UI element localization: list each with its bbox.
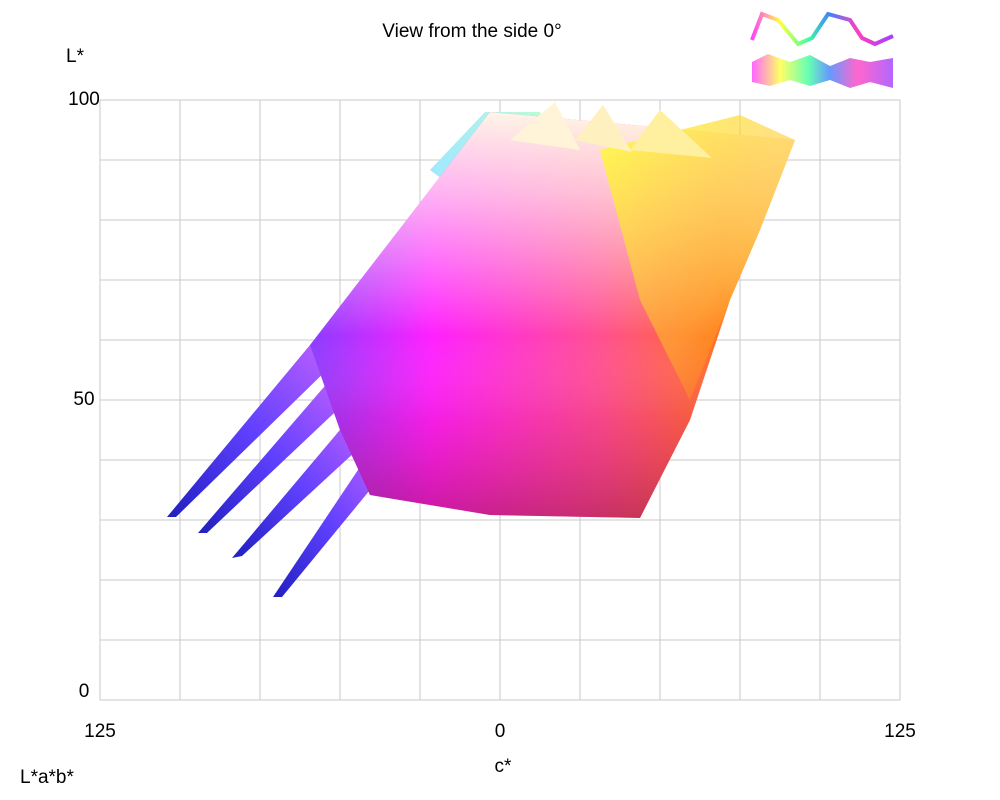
cloud-yellow bbox=[600, 115, 795, 400]
y-tick-label: 0 bbox=[79, 681, 90, 702]
x-tick-label: 0 bbox=[495, 721, 506, 742]
footer-label: L*a*b* bbox=[20, 767, 74, 788]
fin bbox=[232, 418, 368, 558]
chart-title: View from the side 0° bbox=[382, 21, 561, 42]
cloud-peak bbox=[575, 105, 632, 152]
thumbnail-line bbox=[750, 11, 894, 47]
x-tick-label: 125 bbox=[884, 721, 916, 742]
fin bbox=[198, 380, 350, 533]
gamut-cloud bbox=[167, 102, 795, 597]
x-axis-label: c* bbox=[495, 756, 513, 777]
cloud-peak bbox=[630, 110, 712, 158]
thumbnail-area bbox=[752, 54, 893, 88]
fin bbox=[273, 452, 388, 597]
y-axis-label: L* bbox=[66, 46, 85, 67]
fin bbox=[167, 345, 335, 517]
y-tick-label: 50 bbox=[73, 389, 94, 410]
cloud-peak bbox=[510, 102, 580, 150]
thumbnails bbox=[750, 11, 894, 88]
y-tick-label: 100 bbox=[68, 89, 100, 110]
x-tick-label: 125 bbox=[84, 721, 116, 742]
